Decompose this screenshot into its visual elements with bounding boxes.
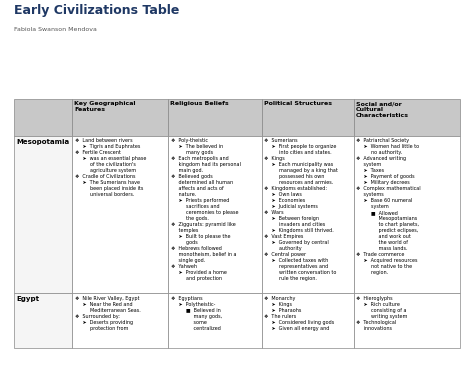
Text: ❖  Patriarchal Society
     ➤  Women had little to
          no authority.
❖  Ad: ❖ Patriarchal Society ➤ Women had little…: [356, 138, 421, 275]
Bar: [354, 294, 460, 348]
Text: ❖  Nile River Valley, Egypt
     ➤  Near the Red and
          Mediterranean Sea: ❖ Nile River Valley, Egypt ➤ Near the Re…: [75, 296, 141, 330]
Text: ❖  Land between rivers
     ➤  Tigris and Euphrates
❖  Fertile Crescent
     ➤  : ❖ Land between rivers ➤ Tigris and Euphr…: [75, 138, 146, 197]
Text: Political Structures: Political Structures: [264, 101, 332, 106]
Bar: [168, 99, 262, 136]
Text: ❖  Hieroglyphs
     ➤  Rich culture
          consisting of a
          writing : ❖ Hieroglyphs ➤ Rich culture consisting …: [356, 296, 408, 330]
Bar: [72, 136, 168, 294]
Bar: [168, 136, 262, 294]
Text: Social and/or
Cultural
Characteristics: Social and/or Cultural Characteristics: [356, 101, 409, 118]
Text: Mesopotamia: Mesopotamia: [17, 139, 70, 145]
Bar: [14, 136, 72, 294]
Bar: [262, 99, 354, 136]
Bar: [14, 99, 72, 136]
Bar: [14, 294, 72, 348]
Text: Religious Beliefs: Religious Beliefs: [170, 101, 229, 106]
Bar: [262, 294, 354, 348]
Bar: [72, 294, 168, 348]
Bar: [168, 294, 262, 348]
Bar: [262, 136, 354, 294]
Text: ❖  Egyptians
     ➤  Polytheistic-
          ■  Believed in
               many : ❖ Egyptians ➤ Polytheistic- ■ Believed i…: [171, 296, 222, 330]
Text: Early Civilizations Table: Early Civilizations Table: [14, 4, 180, 17]
Bar: [72, 99, 168, 136]
Text: ❖  Monarchy
     ➤  Kings
     ➤  Pharaohs
❖  The rulers
     ➤  Considered livi: ❖ Monarchy ➤ Kings ➤ Pharaohs ❖ The rule…: [264, 296, 335, 330]
Text: Egypt: Egypt: [17, 296, 39, 302]
Bar: [354, 136, 460, 294]
Bar: [354, 99, 460, 136]
Text: ❖  Poly-theistic
     ➤  The believed in
          many gods
❖  Each metropolis : ❖ Poly-theistic ➤ The believed in many g…: [171, 138, 240, 281]
Text: ❖  Sumerians
     ➤  First people to organize
          into cities and states.
: ❖ Sumerians ➤ First people to organize i…: [264, 138, 338, 281]
Text: Key Geographical
Features: Key Geographical Features: [74, 101, 136, 112]
Text: Fabiola Swanson Mendova: Fabiola Swanson Mendova: [14, 27, 97, 32]
